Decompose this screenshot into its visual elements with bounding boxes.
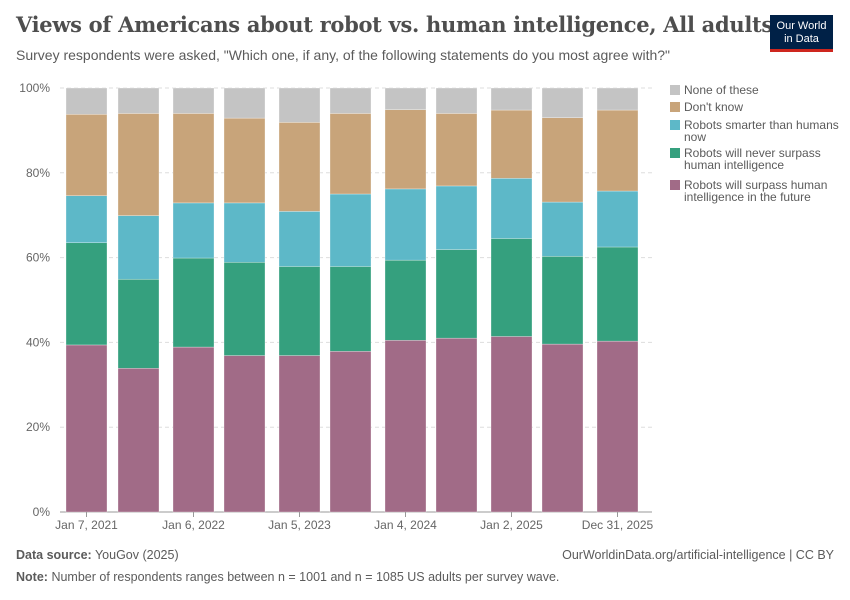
bar-segment [541,343,584,513]
bar-segment [278,211,321,267]
bar-segment [172,346,215,513]
bar-segment [490,109,533,179]
bar-segment [223,117,266,204]
bar-segment [384,259,427,341]
bar-segment [278,266,321,356]
bar-segment [65,87,108,115]
bar-segment [435,185,478,250]
bar-segment [435,87,478,114]
y-tick-label: 20% [26,420,50,434]
bar-segment [490,178,533,239]
bar-segment [329,266,372,352]
legend-label: Don't know [684,100,743,114]
bar-segment [596,246,639,342]
bar-segment [384,109,427,190]
x-tick-label: Jan 4, 2024 [374,518,437,532]
legend-label: Robots will never surpass human intellig… [684,146,821,172]
bar-segment [117,278,160,369]
bar-segment [596,190,639,248]
bar-segment [329,87,372,114]
data-source: Data source: YouGov (2025) [16,548,179,562]
bar-segment [541,117,584,203]
bar-segment [541,256,584,345]
bar-segment [490,336,533,513]
bar-segment [65,242,108,346]
bar-segment [435,113,478,187]
bar-segment [490,87,533,111]
source-label: Data source: [16,548,92,562]
legend-label: None of these [684,83,759,97]
x-tick-label: Jan 5, 2023 [268,518,331,532]
bar-segment [541,87,584,118]
note-text: Number of respondents ranges between n =… [51,570,560,584]
bar-segment [435,337,478,513]
bar-segment [329,113,372,195]
bar-segment [223,355,266,513]
bar-segment [435,249,478,339]
bar-segment [384,340,427,513]
legend-label: Robots smarter than humans now [684,118,839,144]
bar-segment [223,87,266,119]
y-tick-label: 100% [19,81,50,95]
bar-segment [278,355,321,513]
bar-segment [117,368,160,513]
legend-swatch [670,85,680,95]
bar-segment [65,114,108,196]
bar-segment [172,113,215,204]
bar-segment [117,113,160,216]
x-tick-label: Jan 7, 2021 [55,518,118,532]
y-tick-label: 40% [26,335,50,349]
bar-segment [223,202,266,263]
bar-segment [278,87,321,123]
bar-segment [541,201,584,257]
bar-segment [117,87,160,114]
y-tick-label: 0% [33,505,51,519]
legend-label: Robots will surpass human intelligence i… [684,178,828,204]
bar-segment [278,122,321,212]
y-tick-label: 80% [26,166,50,180]
bar-segment [172,202,215,259]
note-label: Note: [16,570,48,584]
bar-segment [490,238,533,337]
note: Note: Number of respondents ranges betwe… [16,570,559,584]
bar-segment [223,262,266,356]
legend-swatch [670,102,680,112]
legend-swatch [670,148,680,158]
url-license[interactable]: OurWorldinData.org/artificial-intelligen… [562,548,834,562]
legend-swatch [670,180,680,190]
bar-segment [65,195,108,244]
x-tick-label: Jan 2, 2025 [480,518,543,532]
bar-segment [172,87,215,114]
bar-segment [384,188,427,261]
bar-segment [329,351,372,513]
chart-subtitle: Survey respondents were asked, "Which on… [16,47,671,63]
bar-segment [596,87,639,111]
x-tick-label: Dec 31, 2025 [582,518,654,532]
chart-title: Views of Americans about robot vs. human… [16,12,773,37]
bar-segment [65,344,108,513]
x-tick-label: Jan 6, 2022 [162,518,225,532]
bar-segment [117,215,160,280]
bar-segment [172,257,215,348]
legend-swatch [670,120,680,130]
bar-segment [596,109,639,192]
source-link[interactable]: YouGov (2025) [94,548,179,562]
bar-segment [384,87,427,110]
y-tick-label: 60% [26,251,50,265]
owid-logo[interactable]: Our World in Data [770,15,833,52]
bar-segment [329,193,372,267]
bar-segment [596,340,639,513]
